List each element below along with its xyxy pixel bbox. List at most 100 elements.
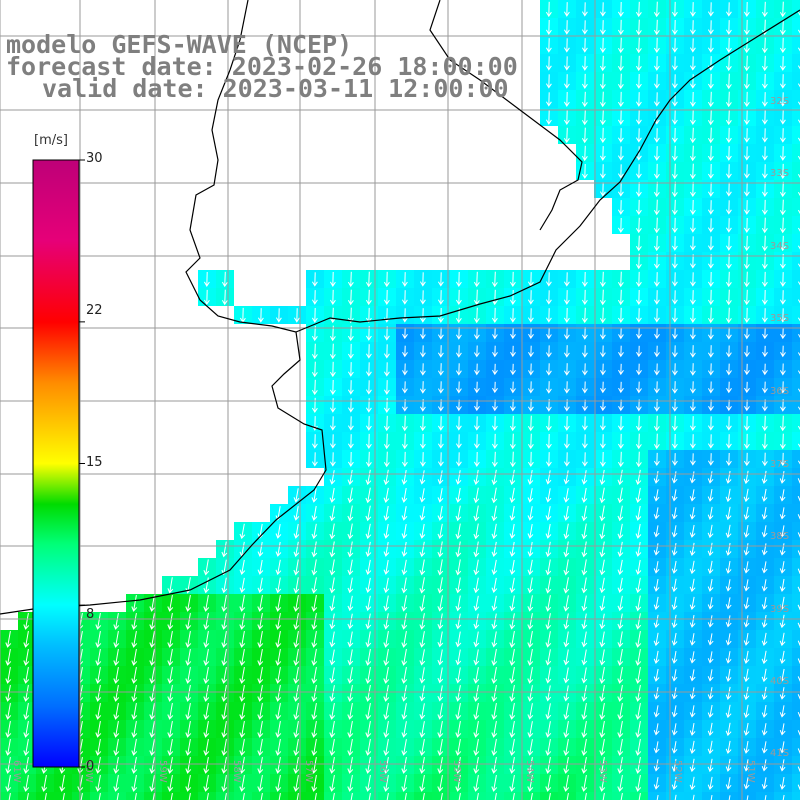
wind-arrow [401, 703, 408, 720]
wind-arrow [491, 523, 498, 540]
wind-arrow [689, 163, 696, 180]
wind-arrow [635, 73, 642, 89]
wind-arrow [383, 721, 390, 738]
wind-arrow [59, 775, 66, 792]
wind-arrow [167, 631, 174, 648]
wind-arrow [455, 775, 462, 792]
wind-arrow [563, 91, 570, 107]
wind-arrow [113, 685, 120, 702]
wind-arrow [689, 596, 696, 611]
wind-arrow [707, 776, 714, 791]
wind-arrow [455, 703, 462, 720]
wind-arrow [797, 299, 800, 304]
wind-arrow [548, 793, 551, 800]
wind-arrow [563, 307, 570, 323]
wind-arrow [545, 613, 552, 630]
wind-arrow [404, 793, 407, 800]
wind-arrow [257, 739, 264, 756]
wind-cell [792, 342, 800, 360]
wind-arrow [617, 649, 624, 666]
wind-arrow [635, 469, 642, 486]
wind-arrow [689, 290, 696, 305]
wind-arrow [329, 649, 336, 666]
wind-arrow [528, 345, 534, 358]
wind-arrow [653, 777, 660, 790]
wind-arrow [278, 793, 281, 800]
wind-arrow [566, 793, 569, 800]
wind-arrow [347, 434, 354, 449]
wind-arrow [167, 649, 174, 666]
wind-arrow [761, 217, 768, 234]
wind-arrow [671, 381, 678, 394]
wind-arrow [581, 631, 588, 648]
wind-arrow [401, 757, 408, 774]
wind-arrow [581, 271, 588, 287]
wind-arrow [419, 523, 426, 539]
wind-arrow [653, 308, 660, 323]
wind-arrow [563, 595, 570, 612]
wind-arrow [797, 191, 800, 197]
wind-arrow [437, 721, 444, 738]
wind-arrow [509, 523, 516, 539]
wind-cell [792, 216, 800, 234]
wind-arrow [221, 721, 228, 738]
wind-arrow [275, 649, 282, 666]
wind-cell [792, 306, 800, 324]
wind-arrow [491, 631, 498, 648]
wind-arrow [329, 361, 336, 378]
wind-arrow [527, 703, 534, 720]
wind-arrow [149, 613, 156, 630]
wind-arrow [131, 595, 138, 612]
wind-arrow [455, 649, 462, 666]
wind-arrow [689, 633, 696, 646]
wind-arrow [635, 649, 642, 666]
wind-arrow [203, 649, 210, 666]
wind-arrow [779, 56, 786, 71]
wind-arrow [311, 775, 318, 792]
wind-arrow [581, 739, 588, 756]
wind-arrow [599, 505, 606, 522]
wind-arrow [491, 487, 498, 504]
wind-arrow [527, 308, 534, 323]
wind-arrow [581, 559, 588, 576]
wind-arrow [689, 218, 696, 233]
wind-arrow [672, 327, 678, 340]
wind-arrow [491, 613, 498, 630]
wind-arrow [761, 668, 768, 683]
wind-arrow [581, 595, 588, 612]
wind-arrow [653, 525, 660, 538]
wind-arrow [743, 633, 750, 646]
wind-arrow [743, 741, 750, 754]
wind-arrow [293, 631, 300, 648]
wind-arrow [239, 649, 246, 666]
wind-cell [540, 792, 558, 800]
wind-arrow [581, 541, 588, 558]
wind-arrow [710, 795, 713, 800]
wind-arrow [779, 415, 786, 432]
wind-arrow [329, 631, 336, 648]
wind-arrow [674, 794, 677, 800]
wind-arrow [599, 289, 606, 306]
wind-cell [792, 522, 800, 540]
wind-arrow [725, 218, 732, 233]
wind-arrow [635, 721, 642, 738]
wind-arrow [437, 327, 444, 340]
wind-arrow [131, 721, 138, 738]
wind-arrow [509, 757, 516, 774]
wind-arrow [239, 775, 246, 792]
wind-arrow [617, 523, 624, 540]
wind-arrow [653, 543, 660, 556]
colorbar-tick-15: 15 [86, 455, 103, 470]
wind-arrow [581, 416, 588, 431]
wind-arrow [149, 667, 156, 684]
wind-arrow [581, 667, 588, 684]
wind-arrow [545, 345, 552, 358]
wind-arrow [635, 110, 642, 125]
wind-arrow [509, 613, 516, 630]
wind-arrow [23, 613, 30, 630]
wind-arrow [599, 182, 606, 197]
wind-arrow [188, 793, 191, 800]
wind-arrow [653, 650, 660, 665]
wind-arrow [617, 595, 624, 612]
wind-arrow [527, 433, 534, 450]
